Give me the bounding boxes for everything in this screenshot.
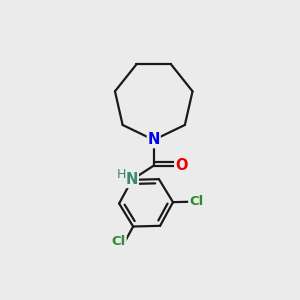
Text: Cl: Cl [189,195,203,208]
Text: N: N [126,172,138,187]
Text: Cl: Cl [112,235,126,248]
Text: O: O [175,158,188,173]
Text: H: H [116,168,126,181]
Text: N: N [148,133,160,148]
